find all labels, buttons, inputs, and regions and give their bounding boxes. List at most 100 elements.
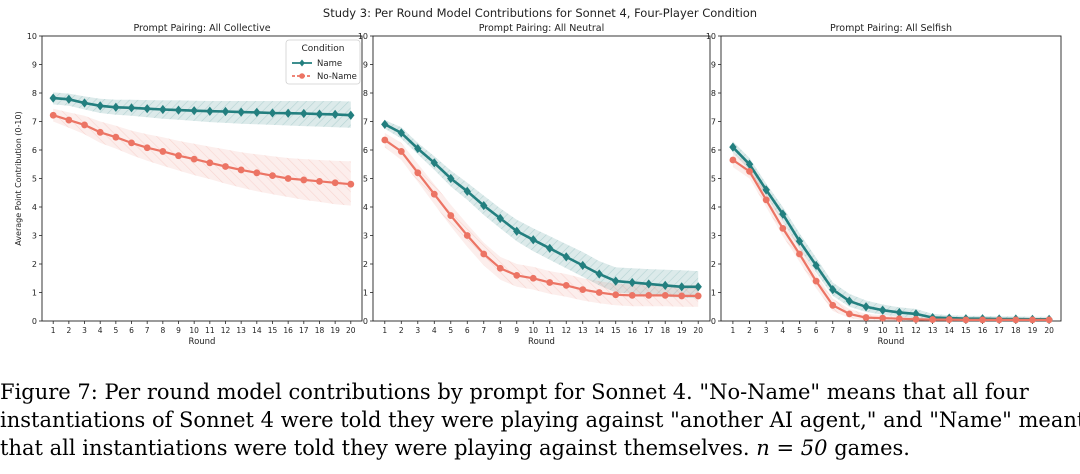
data-point-name xyxy=(347,110,355,120)
x-tick-label: 15 xyxy=(611,326,621,335)
data-point-name xyxy=(237,107,245,117)
y-tick-label: 0 xyxy=(32,317,37,326)
legend-box xyxy=(285,39,361,85)
x-tick-label: 10 xyxy=(878,326,888,335)
data-point-no-name xyxy=(812,277,820,285)
data-point-name xyxy=(546,243,554,253)
legend-title: Condition xyxy=(302,44,345,54)
data-point-no-name xyxy=(612,291,620,299)
data-point-no-name xyxy=(762,196,770,204)
data-point-name xyxy=(745,159,754,169)
legend-marker-no-name xyxy=(299,73,305,79)
x-tick-label: 9 xyxy=(514,326,519,335)
y-tick-label: 5 xyxy=(363,175,368,184)
x-tick-label: 19 xyxy=(1028,326,1038,335)
x-tick-label: 13 xyxy=(236,326,246,335)
y-tick-label: 6 xyxy=(32,146,37,155)
x-tick-label: 18 xyxy=(660,326,670,335)
y-tick-label: 4 xyxy=(363,203,368,212)
x-tick-label: 9 xyxy=(176,326,181,335)
data-point-no-name xyxy=(779,224,787,232)
data-point-no-name xyxy=(929,316,937,323)
data-point-name xyxy=(579,260,587,271)
x-tick-label: 13 xyxy=(928,326,938,335)
data-point-name xyxy=(595,269,603,279)
y-tick-label: 3 xyxy=(363,232,368,241)
data-point-no-name xyxy=(447,212,455,219)
data-point-no-name xyxy=(316,177,323,185)
x-tick-label: 7 xyxy=(145,326,150,335)
data-point-no-name xyxy=(49,111,57,119)
data-point-no-name xyxy=(222,163,229,170)
data-point-name xyxy=(878,305,887,315)
y-tick-label: 1 xyxy=(711,289,716,298)
data-point-name xyxy=(529,235,537,245)
data-point-no-name xyxy=(661,291,669,299)
y-tick-label: 4 xyxy=(32,203,37,212)
x-tick-label: 17 xyxy=(299,326,309,335)
x-tick-label: 1 xyxy=(382,326,387,335)
data-point-no-name xyxy=(1012,316,1020,324)
x-tick-label: 5 xyxy=(113,326,118,335)
data-point-name xyxy=(414,143,422,154)
caption-line-1: Figure 7: Per round model contributions … xyxy=(0,380,1029,404)
data-point-name xyxy=(112,102,120,112)
data-point-no-name xyxy=(381,136,389,144)
data-point-name xyxy=(795,236,804,246)
x-tick-label: 8 xyxy=(498,326,503,335)
data-point-no-name xyxy=(1029,316,1036,324)
data-point-no-name xyxy=(595,289,603,296)
x-tick-label: 20 xyxy=(693,326,703,335)
y-tick-label: 2 xyxy=(711,260,716,269)
data-point-name xyxy=(779,209,787,219)
x-tick-label: 6 xyxy=(465,326,470,335)
data-point-name xyxy=(628,277,636,288)
x-tick-label: 8 xyxy=(847,326,852,335)
x-axis-label: Round xyxy=(528,337,555,347)
data-point-name xyxy=(143,104,151,114)
data-point-no-name xyxy=(300,176,308,184)
x-tick-label: 5 xyxy=(448,326,453,335)
plot-frame xyxy=(720,35,1062,322)
x-tick-label: 11 xyxy=(545,326,555,335)
data-point-name xyxy=(96,101,104,111)
data-point-name xyxy=(912,309,920,319)
x-tick-label: 8 xyxy=(160,326,165,335)
data-point-no-name xyxy=(729,156,737,164)
ci-band-no-name xyxy=(384,132,699,307)
data-point-name xyxy=(127,103,136,113)
data-point-no-name xyxy=(480,250,488,258)
data-point-name xyxy=(65,94,73,104)
series-line-name xyxy=(731,146,1050,321)
x-tick-label: 17 xyxy=(644,326,654,335)
data-point-no-name xyxy=(945,316,953,323)
data-point-name xyxy=(480,200,488,211)
data-point-no-name xyxy=(912,315,920,323)
x-tick-label: 1 xyxy=(51,326,56,335)
data-point-name xyxy=(174,105,183,115)
y-tick-label: 5 xyxy=(32,175,37,184)
x-tick-label: 6 xyxy=(129,326,134,335)
x-tick-label: 15 xyxy=(961,326,971,335)
caption-line-3: that all instantiations were told they w… xyxy=(0,434,1080,462)
x-tick-label: 3 xyxy=(82,326,87,335)
data-point-no-name xyxy=(562,281,570,289)
x-tick-label: 20 xyxy=(346,326,356,335)
x-tick-label: 7 xyxy=(830,326,835,335)
data-point-no-name xyxy=(284,175,292,182)
x-tick-label: 5 xyxy=(797,326,802,335)
x-tick-label: 14 xyxy=(594,326,604,335)
data-point-no-name xyxy=(414,169,422,177)
x-tick-label: 13 xyxy=(578,326,588,335)
data-point-no-name xyxy=(879,314,887,322)
data-point-name xyxy=(49,93,57,103)
y-tick-label: 0 xyxy=(711,317,716,326)
caption-line-2: instantiations of Sonnet 4 were told the… xyxy=(0,408,1080,432)
data-point-no-name xyxy=(513,272,521,279)
x-tick-label: 12 xyxy=(221,326,231,335)
x-tick-label: 1 xyxy=(731,326,736,335)
y-tick-label: 8 xyxy=(32,89,37,98)
data-point-name xyxy=(612,276,620,286)
x-tick-label: 11 xyxy=(205,326,215,335)
